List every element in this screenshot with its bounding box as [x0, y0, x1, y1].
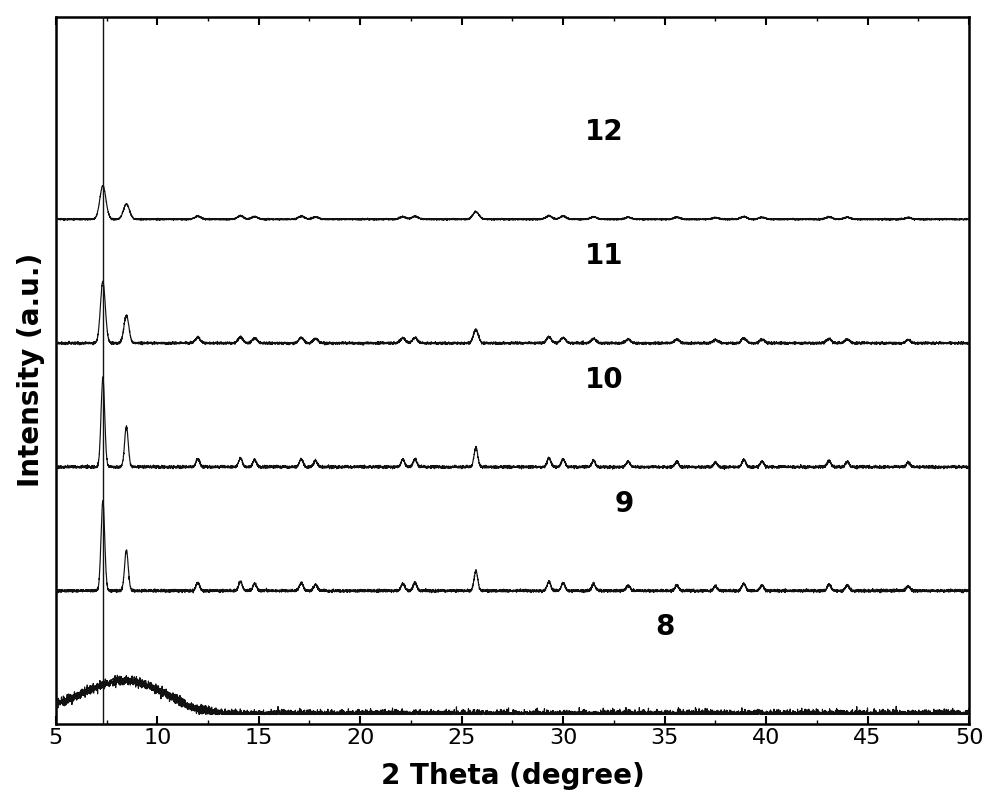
X-axis label: 2 Theta (degree): 2 Theta (degree): [381, 763, 644, 790]
Text: 11: 11: [585, 242, 623, 270]
Text: 10: 10: [584, 366, 623, 394]
Text: 9: 9: [614, 490, 634, 517]
Y-axis label: Intensity (a.u.): Intensity (a.u.): [17, 253, 45, 487]
Text: 12: 12: [584, 118, 623, 146]
Text: 8: 8: [655, 613, 674, 642]
